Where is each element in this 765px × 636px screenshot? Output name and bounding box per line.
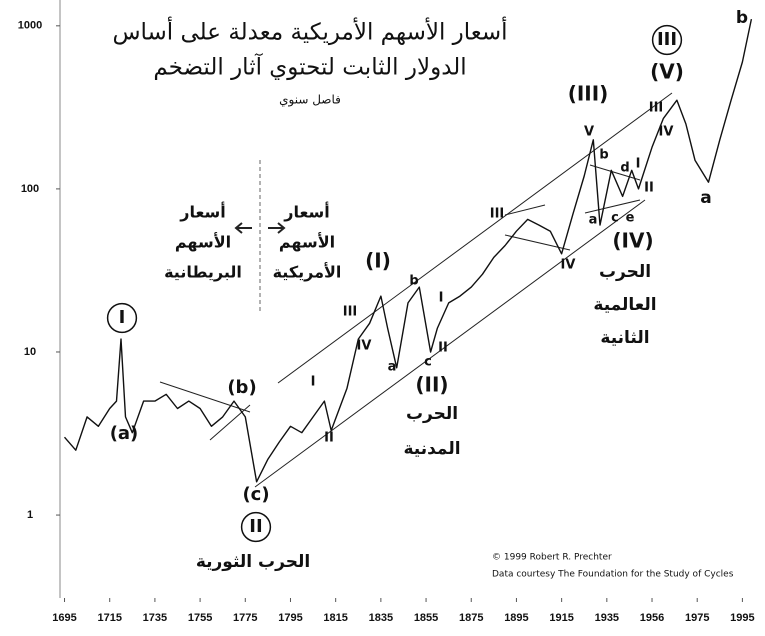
annotation: b bbox=[736, 8, 748, 28]
annotation-circle bbox=[240, 511, 272, 543]
annotation: b bbox=[409, 274, 418, 289]
annotation: (a) bbox=[110, 423, 139, 444]
annotation: II bbox=[324, 431, 334, 446]
triangle-line bbox=[159, 381, 251, 413]
annotation: III bbox=[649, 101, 664, 116]
annotation-circle bbox=[106, 302, 138, 334]
annotation: © 1999 Robert R. Prechter bbox=[492, 553, 612, 563]
annotation: II bbox=[438, 341, 448, 356]
x-tick-label: 1935 bbox=[595, 612, 619, 624]
annotation: III bbox=[490, 207, 505, 222]
y-tick-label: 1000 bbox=[18, 20, 42, 32]
annotation: I bbox=[311, 375, 316, 390]
price-line bbox=[63, 18, 753, 483]
annotation: a bbox=[589, 213, 598, 228]
annotation: I bbox=[119, 307, 126, 328]
chart-title: الدولار الثابت لتحتوي آثار التضخم bbox=[153, 53, 466, 81]
triangle-line bbox=[589, 164, 641, 181]
triangle-line bbox=[584, 199, 641, 214]
annotation: a bbox=[388, 360, 397, 375]
annotation: الحرب bbox=[406, 404, 458, 424]
annotation: (I) bbox=[365, 249, 391, 273]
x-tick-label: 1995 bbox=[730, 612, 754, 624]
annotation: الأمريكية bbox=[273, 263, 342, 282]
x-tick-label: 1915 bbox=[549, 612, 573, 624]
annotation: (V) bbox=[650, 60, 684, 84]
annotation: المدنية bbox=[403, 439, 460, 459]
annotation: العالمية bbox=[593, 295, 656, 315]
annotation: IV bbox=[357, 339, 372, 354]
upper-channel bbox=[277, 92, 673, 384]
annotation: IV bbox=[659, 125, 674, 140]
annotation: الحرب الثورية bbox=[196, 552, 310, 572]
x-tick-label: 1695 bbox=[52, 612, 76, 624]
x-tick-label: 1755 bbox=[188, 612, 212, 624]
annotation: (c) bbox=[242, 484, 269, 505]
x-tick-label: 1715 bbox=[97, 612, 121, 624]
annotation: Data courtesy The Foundation for the Stu… bbox=[492, 570, 734, 580]
x-tick-label: 1855 bbox=[414, 612, 438, 624]
y-tick-label: 1 bbox=[27, 509, 33, 521]
annotation: الثانية bbox=[600, 328, 649, 348]
x-tick-label: 1835 bbox=[369, 612, 393, 624]
lower-channel bbox=[254, 199, 646, 488]
x-tick-label: 1775 bbox=[233, 612, 257, 624]
x-tick-label: 1895 bbox=[504, 612, 528, 624]
y-tick-label: 100 bbox=[21, 183, 39, 195]
annotation: أسعار bbox=[283, 202, 329, 222]
annotation: IV bbox=[561, 258, 576, 273]
annotation: (IV) bbox=[612, 229, 653, 253]
annotation: الأسهم bbox=[175, 233, 231, 252]
annotation: (II) bbox=[415, 373, 448, 397]
x-tick-label: 1735 bbox=[143, 612, 167, 624]
x-tick-label: 1875 bbox=[459, 612, 483, 624]
annotation-circle bbox=[651, 24, 683, 56]
chart-subtitle: فاصل سنوي bbox=[279, 93, 341, 108]
annotation: III bbox=[343, 305, 358, 320]
annotation: c bbox=[424, 355, 432, 370]
annotation: II bbox=[249, 516, 262, 537]
annotation: II bbox=[644, 181, 654, 196]
x-tick-label: 1815 bbox=[323, 612, 347, 624]
annotation: (b) bbox=[227, 377, 256, 398]
annotation: V bbox=[584, 125, 594, 140]
annotation: أسعار bbox=[179, 202, 225, 222]
triangle-line bbox=[504, 204, 546, 216]
triangle-line bbox=[209, 404, 251, 441]
annotation: الحرب bbox=[599, 262, 651, 282]
annotation: الأسهم bbox=[279, 233, 335, 252]
channel-lines bbox=[59, 0, 673, 598]
annotation: III bbox=[657, 29, 677, 50]
x-tick-label: 1795 bbox=[278, 612, 302, 624]
y-tick-label: 10 bbox=[24, 346, 36, 358]
annotation: b bbox=[599, 148, 608, 163]
arrows bbox=[234, 222, 286, 234]
annotation: a bbox=[700, 188, 711, 208]
chart-title: أسعار الأسهم الأمريكية معدلة على أساس bbox=[112, 17, 507, 46]
x-tick-label: 1975 bbox=[685, 612, 709, 624]
annotation: c bbox=[611, 211, 619, 226]
x-tick-label: 1956 bbox=[640, 612, 664, 624]
annotation: البريطانية bbox=[164, 263, 242, 282]
annotation: e bbox=[626, 211, 635, 226]
annotation: (III) bbox=[568, 82, 609, 106]
annotation: I bbox=[636, 157, 641, 172]
annotation: d bbox=[620, 161, 629, 176]
annotation: I bbox=[439, 291, 444, 306]
